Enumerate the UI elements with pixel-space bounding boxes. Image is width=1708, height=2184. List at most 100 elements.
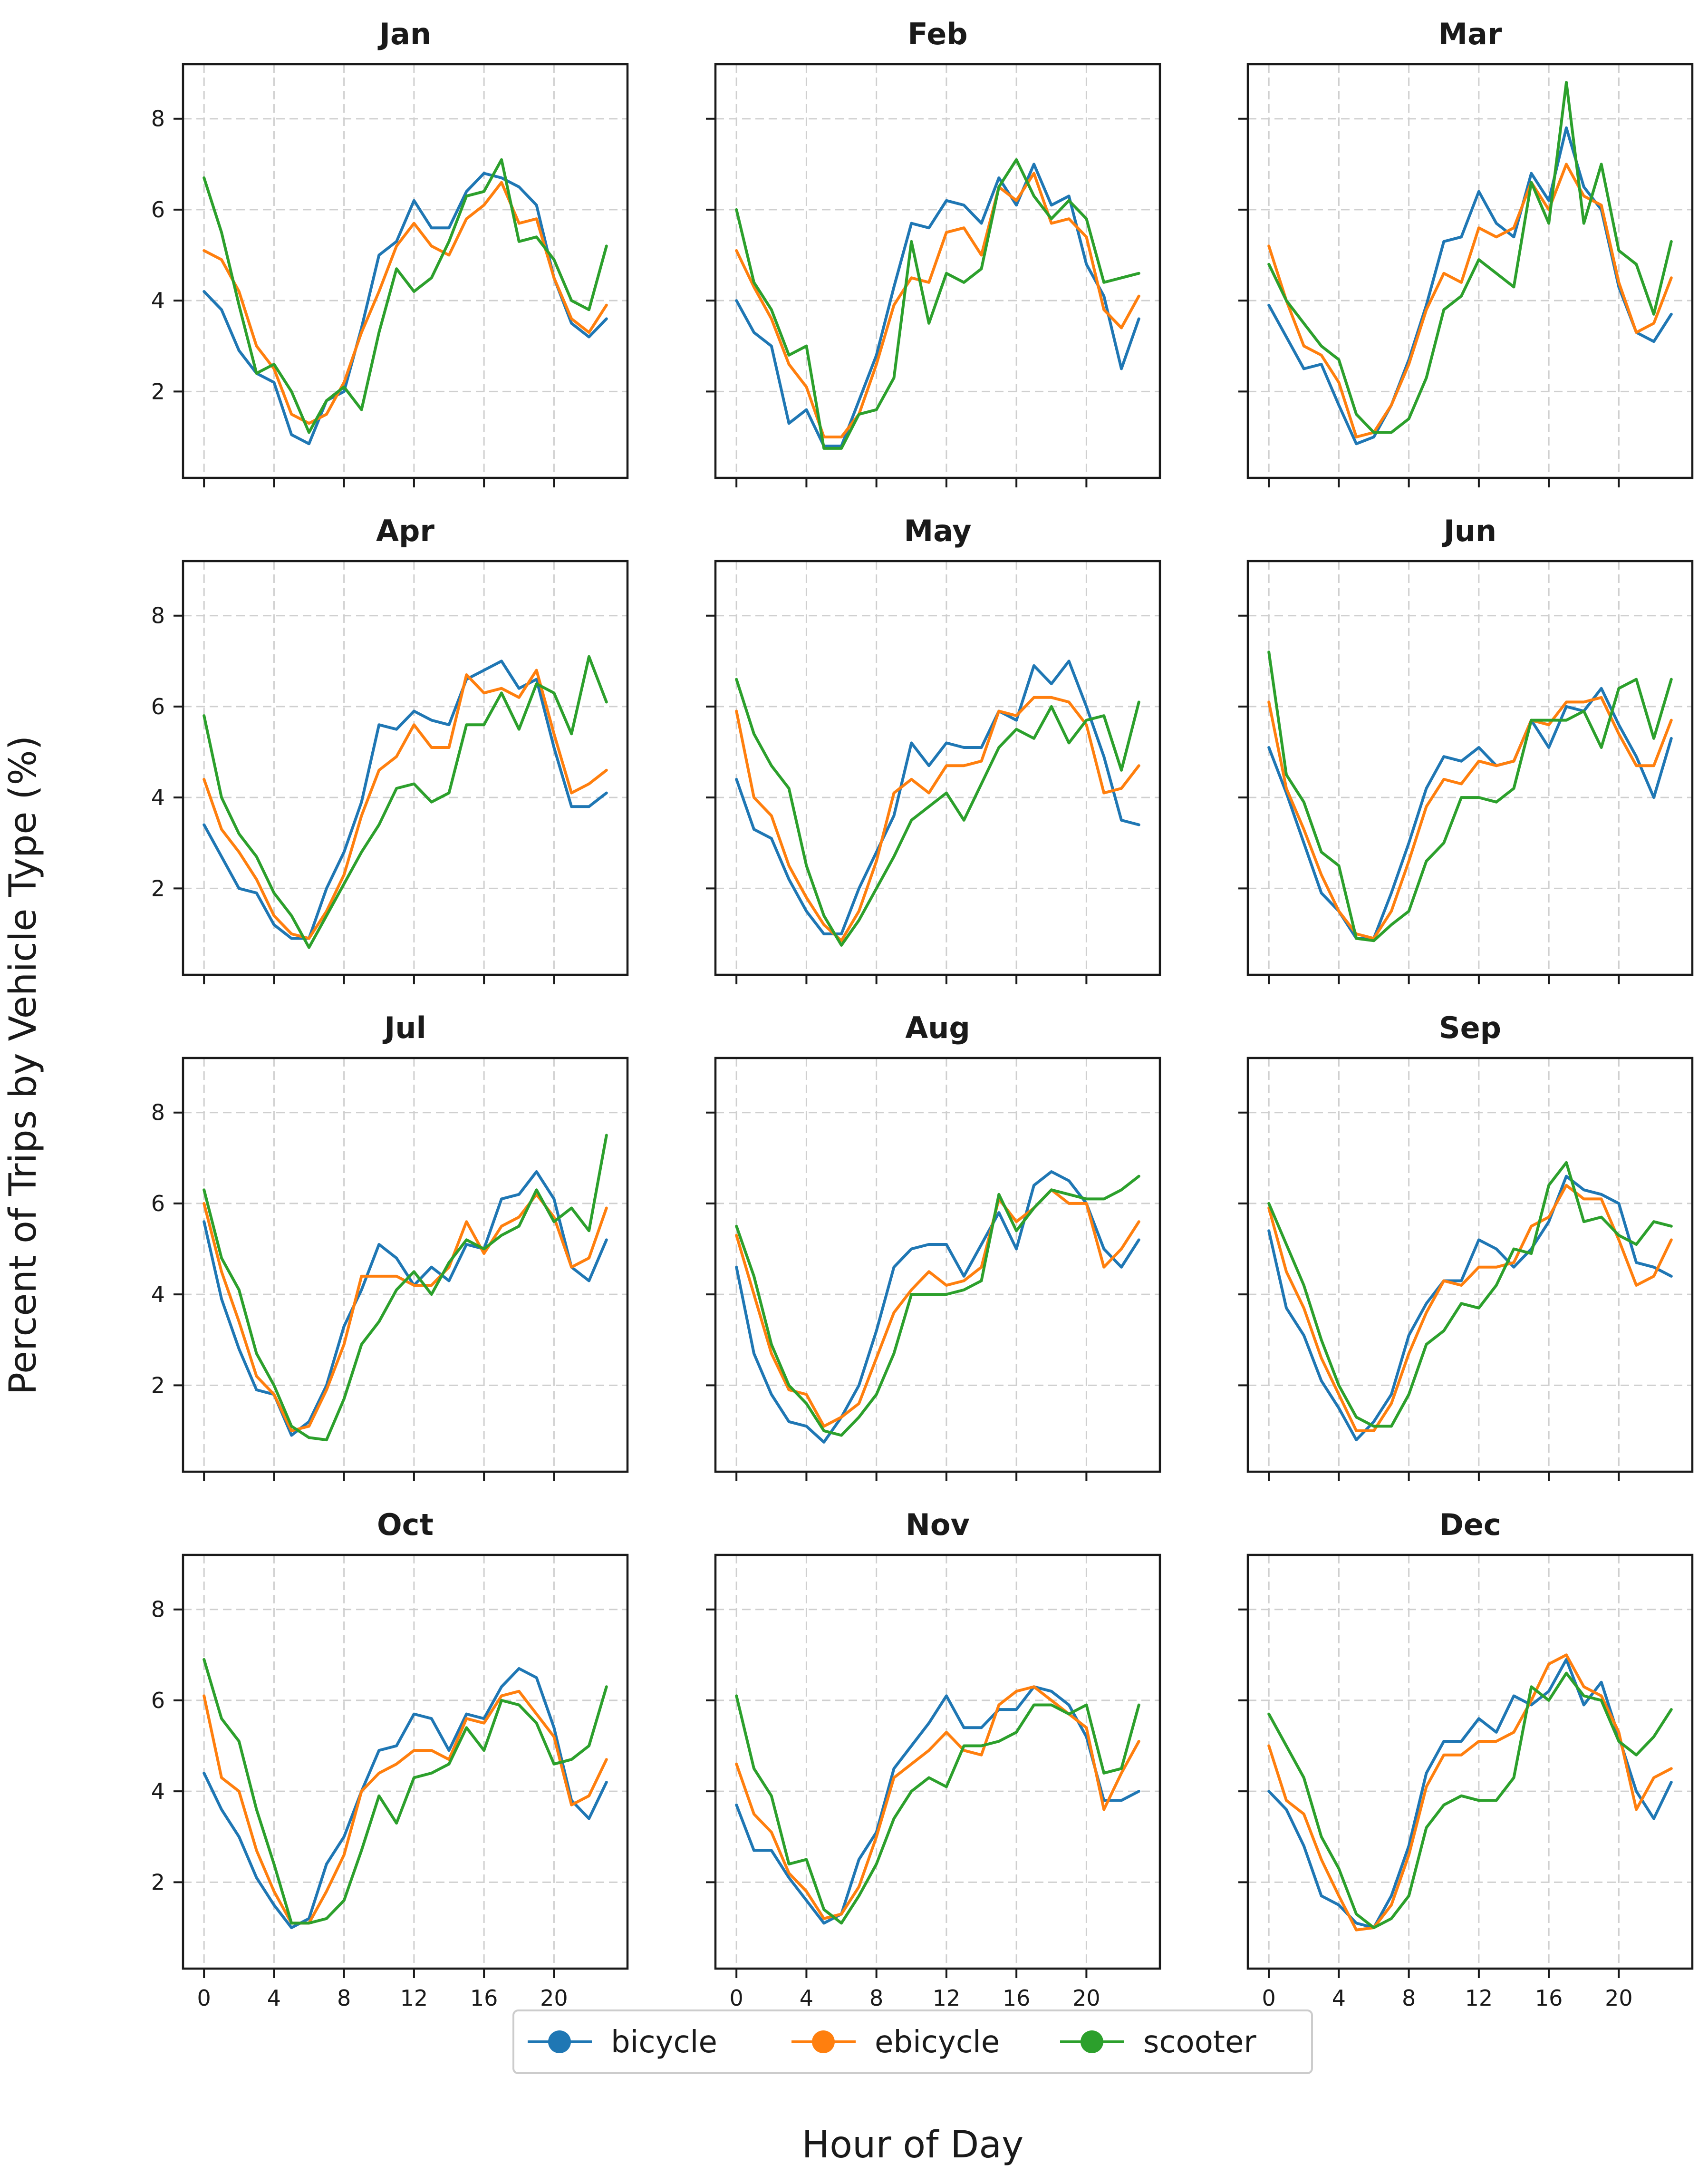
series-line-ebicycle [1267, 1184, 1673, 1432]
y-tick-label: 4 [151, 785, 165, 810]
axes-frame [1246, 63, 1694, 479]
axes-frame [182, 1553, 629, 1970]
legend-item-bicycle: bicycle [528, 2025, 717, 2060]
series-line-ebicycle [735, 1188, 1140, 1428]
panel-aug: Aug [706, 1010, 1161, 1481]
gridlines-dec [1248, 1555, 1692, 1969]
y-tick-label: 8 [151, 106, 165, 132]
y-tick-label: 4 [151, 1778, 165, 1804]
panel-mar: Mar [1238, 17, 1694, 487]
axes-frame [714, 560, 1161, 976]
panel-title-jul: Jul [382, 1010, 426, 1045]
x-tick-label: 0 [730, 1985, 743, 2011]
series-line-scooter [203, 158, 608, 434]
axes-frame [714, 63, 1161, 479]
series-line-ebicycle [1267, 696, 1673, 940]
y-tick-label: 2 [151, 1869, 165, 1895]
panel-title-nov: Nov [906, 1507, 970, 1542]
series-line-scooter [203, 655, 608, 949]
y-tick-label: 8 [151, 603, 165, 629]
gridlines-jan [183, 64, 627, 478]
y-tick-label: 4 [151, 1281, 165, 1307]
y-tick-label: 6 [151, 197, 165, 223]
legend-label-bicycle: bicycle [611, 2025, 717, 2060]
y-tick-label: 2 [151, 379, 165, 404]
panel-title-jun: Jun [1442, 514, 1496, 548]
x-tick-label: 8 [869, 1985, 883, 2011]
series-line-ebicycle [1267, 1653, 1673, 1932]
panel-grid: Jan 2 4 6 8 Feb Mar Apr 2 4 6 8 May Jun Jul 2 4 6 8 Aug Sep O… [151, 17, 1694, 2011]
panel-jun: Jun [1238, 514, 1694, 984]
series-line-ebicycle [735, 1685, 1140, 1920]
series-line-bicycle [203, 1170, 608, 1437]
panel-feb: Feb [706, 17, 1161, 487]
series-line-bicycle [1267, 1175, 1673, 1442]
legend-swatch-marker [1081, 2030, 1103, 2053]
axes-frame [182, 63, 629, 479]
legend-label-scooter: scooter [1143, 2025, 1256, 2060]
series-line-bicycle [735, 163, 1140, 448]
series-line-bicycle [735, 1685, 1140, 1925]
x-tick-label: 0 [1262, 1985, 1276, 2011]
panel-sep: Sep [1238, 1010, 1694, 1481]
panel-title-may: May [904, 514, 971, 548]
x-tick-label: 20 [540, 1985, 568, 2011]
panel-title-sep: Sep [1439, 1010, 1501, 1045]
legend-box [512, 2009, 1313, 2074]
panel-apr: Apr 2 4 6 8 [151, 514, 629, 984]
series-line-scooter [1267, 1671, 1673, 1929]
series-line-scooter [735, 1694, 1140, 1925]
y-tick-label: 4 [151, 288, 165, 313]
x-tick-label: 8 [1402, 1985, 1416, 2011]
axes-frame [1246, 1553, 1694, 1970]
x-tick-label: 16 [1535, 1985, 1563, 2011]
y-tick-label: 2 [151, 875, 165, 901]
series-line-ebicycle [735, 696, 1140, 942]
panel-title-feb: Feb [907, 17, 967, 51]
y-tick-label: 6 [151, 1688, 165, 1713]
series-line-bicycle [203, 1667, 608, 1929]
series-line-bicycle [735, 1170, 1140, 1444]
x-tick-label: 12 [400, 1985, 428, 2011]
gridlines-nov [715, 1555, 1160, 1969]
legend-item-ebicycle: ebicycle [791, 2025, 1000, 2060]
legend-swatch-marker [812, 2030, 835, 2053]
axes-frame [182, 1057, 629, 1473]
gridlines-jul [183, 1058, 627, 1472]
series-line-scooter [203, 1134, 608, 1442]
gridlines-mar [1248, 64, 1692, 478]
axes-frame [182, 560, 629, 976]
panel-title-jan: Jan [377, 17, 431, 51]
x-tick-label: 16 [470, 1985, 498, 2011]
x-tick-label: 16 [1003, 1985, 1031, 2011]
legend-item-scooter: scooter [1060, 2025, 1256, 2060]
series-line-scooter [1267, 650, 1673, 942]
series-line-scooter [1267, 81, 1673, 434]
legend-label-ebicycle: ebicycle [875, 2025, 1000, 2060]
y-axis-label: Percent of Trips by Vehicle Type (%) [2, 736, 45, 1395]
x-tick-label: 12 [1465, 1985, 1493, 2011]
series-line-scooter [735, 678, 1140, 947]
series-line-bicycle [203, 660, 608, 940]
legend: bicycle ebicycle scooter [512, 2009, 1313, 2074]
y-tick-label: 6 [151, 1191, 165, 1216]
gridlines-sep [1248, 1058, 1692, 1472]
x-axis-label: Hour of Day [802, 2124, 1024, 2166]
series-line-ebicycle [735, 172, 1140, 438]
x-tick-label: 4 [267, 1985, 281, 2011]
series-line-scooter [735, 158, 1140, 450]
x-tick-label: 8 [337, 1985, 351, 2011]
x-tick-label: 0 [197, 1985, 211, 2011]
y-tick-label: 6 [151, 694, 165, 719]
gridlines-may [715, 561, 1160, 975]
panel-jul: Jul 2 4 6 8 [151, 1010, 629, 1481]
y-tick-label: 8 [151, 1100, 165, 1126]
gridlines-apr [183, 561, 627, 975]
x-tick-label: 4 [800, 1985, 813, 2011]
axes-frame [1246, 1057, 1694, 1473]
x-tick-label: 20 [1072, 1985, 1100, 2011]
x-tick-label: 12 [933, 1985, 961, 2011]
panel-title-apr: Apr [376, 514, 434, 548]
